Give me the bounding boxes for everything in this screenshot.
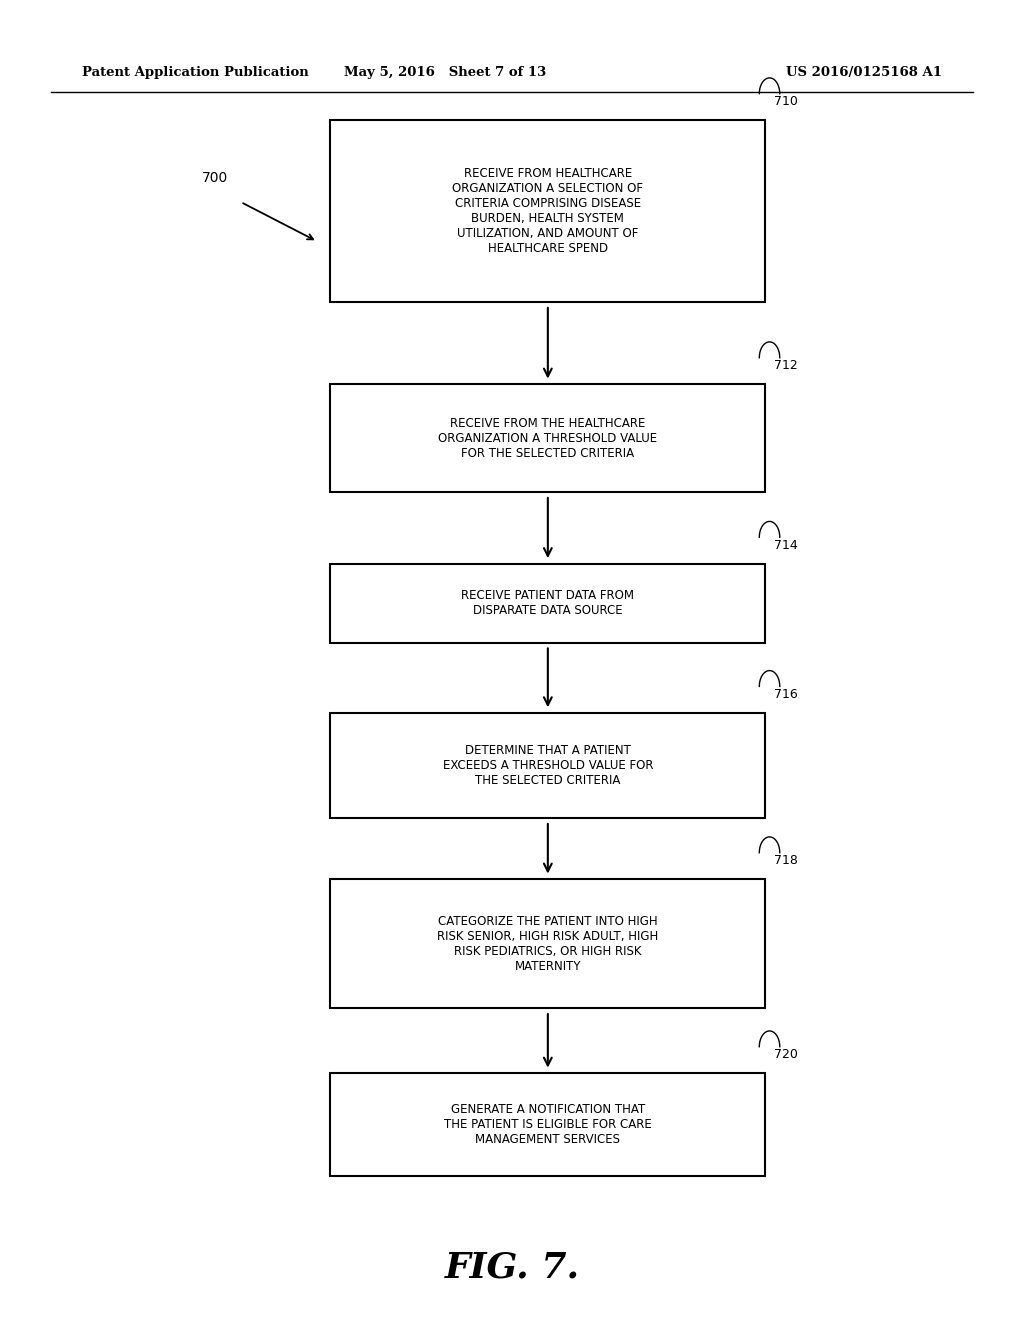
- Text: 700: 700: [202, 172, 228, 185]
- Text: GENERATE A NOTIFICATION THAT
THE PATIENT IS ELIGIBLE FOR CARE
MANAGEMENT SERVICE: GENERATE A NOTIFICATION THAT THE PATIENT…: [444, 1104, 651, 1146]
- Text: US 2016/0125168 A1: US 2016/0125168 A1: [786, 66, 942, 79]
- Text: May 5, 2016   Sheet 7 of 13: May 5, 2016 Sheet 7 of 13: [344, 66, 547, 79]
- Text: CATEGORIZE THE PATIENT INTO HIGH
RISK SENIOR, HIGH RISK ADULT, HIGH
RISK PEDIATR: CATEGORIZE THE PATIENT INTO HIGH RISK SE…: [437, 915, 658, 973]
- Text: 716: 716: [774, 688, 798, 701]
- Text: RECEIVE PATIENT DATA FROM
DISPARATE DATA SOURCE: RECEIVE PATIENT DATA FROM DISPARATE DATA…: [462, 589, 634, 618]
- Text: 712: 712: [774, 359, 798, 372]
- Text: RECEIVE FROM HEALTHCARE
ORGANIZATION A SELECTION OF
CRITERIA COMPRISING DISEASE
: RECEIVE FROM HEALTHCARE ORGANIZATION A S…: [453, 168, 643, 255]
- Text: 718: 718: [774, 854, 798, 867]
- Text: FIG. 7.: FIG. 7.: [444, 1250, 580, 1284]
- Text: 714: 714: [774, 539, 798, 552]
- FancyBboxPatch shape: [330, 384, 766, 492]
- FancyBboxPatch shape: [330, 120, 766, 302]
- Text: DETERMINE THAT A PATIENT
EXCEEDS A THRESHOLD VALUE FOR
THE SELECTED CRITERIA: DETERMINE THAT A PATIENT EXCEEDS A THRES…: [442, 744, 653, 787]
- Text: RECEIVE FROM THE HEALTHCARE
ORGANIZATION A THRESHOLD VALUE
FOR THE SELECTED CRIT: RECEIVE FROM THE HEALTHCARE ORGANIZATION…: [438, 417, 657, 459]
- FancyBboxPatch shape: [330, 879, 766, 1008]
- Text: 720: 720: [774, 1048, 798, 1061]
- FancyBboxPatch shape: [330, 713, 766, 818]
- Text: 710: 710: [774, 95, 798, 108]
- FancyBboxPatch shape: [330, 1073, 766, 1176]
- Text: Patent Application Publication: Patent Application Publication: [82, 66, 308, 79]
- FancyBboxPatch shape: [330, 564, 766, 643]
